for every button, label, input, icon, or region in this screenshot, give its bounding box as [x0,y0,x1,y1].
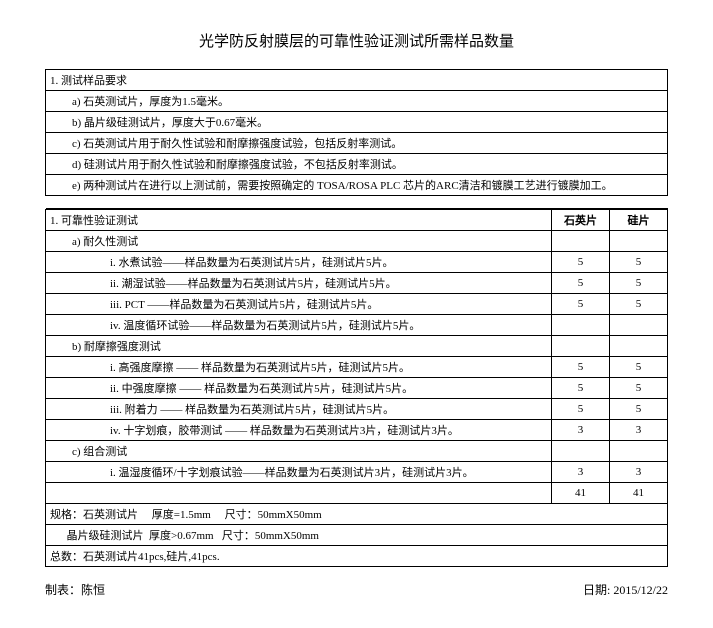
val-ai-q: 5 [552,252,610,273]
total-row [46,483,552,504]
empty [552,231,610,252]
empty [610,315,668,336]
spec-1: 规格：石英测试片 厚度=1.5mm 尺寸：50mmX50mm [46,504,668,525]
empty [552,315,610,336]
empty [610,336,668,357]
val-ci-q: 3 [552,462,610,483]
sec1-a: a) 石英测试片，厚度为1.5毫米。 [46,91,668,112]
sec2-heading: 1. 可靠性验证测试 [46,210,552,231]
sec2-b-iv: iv. 十字划痕，胶带测试 —— 样品数量为石英测试片3片，硅测试片3片。 [46,420,552,441]
val-ai-s: 5 [610,252,668,273]
sec1-b: b) 晶片级硅测试片，厚度大于0.67毫米。 [46,112,668,133]
sec2-a-iii: iii. PCT ——样品数量为石英测试片5片，硅测试片5片。 [46,294,552,315]
sec2-c: c) 组合测试 [46,441,552,462]
val-bii-q: 5 [552,378,610,399]
sec2-b-i: i. 高强度摩擦 —— 样品数量为石英测试片5片，硅测试片5片。 [46,357,552,378]
sec1-d: d) 硅测试片用于耐久性试验和耐摩擦强度试验，不包括反射率测试。 [46,154,668,175]
sec2-a-iv: iv. 温度循环试验——样品数量为石英测试片5片，硅测试片5片。 [46,315,552,336]
val-biii-q: 5 [552,399,610,420]
sec2-c-i: i. 温湿度循环/十字划痕试验——样品数量为石英测试片3片，硅测试片3片。 [46,462,552,483]
sec2-a-ii: ii. 潮湿试验——样品数量为石英测试片5片，硅测试片5片。 [46,273,552,294]
sec2-b-ii: ii. 中强度摩擦 —— 样品数量为石英测试片5片，硅测试片5片。 [46,378,552,399]
sec2-b-iii: iii. 附着力 —— 样品数量为石英测试片5片，硅测试片5片。 [46,399,552,420]
val-aii-q: 5 [552,273,610,294]
footer-date: 日期: 2015/12/22 [583,581,668,598]
tests-table: 1. 可靠性验证测试 石英片 硅片 a) 耐久性测试 i. 水煮试验——样品数量… [45,209,668,567]
spec-2: 晶片级硅测试片 厚度>0.67mm 尺寸：50mmX50mm [46,525,668,546]
val-bi-s: 5 [610,357,668,378]
footer-author: 制表：陈恒 [45,581,105,598]
sec2-a: a) 耐久性测试 [46,231,552,252]
val-aii-s: 5 [610,273,668,294]
col-quartz: 石英片 [552,210,610,231]
empty [552,441,610,462]
val-ci-s: 3 [610,462,668,483]
total-s: 41 [610,483,668,504]
sec2-b: b) 耐摩擦强度测试 [46,336,552,357]
sec1-e: e) 两种测试片在进行以上测试前，需要按照确定的 TOSA/ROSA PLC 芯… [46,175,668,196]
val-aiii-q: 5 [552,294,610,315]
val-bii-s: 5 [610,378,668,399]
requirements-table: 1. 测试样品要求 a) 石英测试片，厚度为1.5毫米。 b) 晶片级硅测试片，… [45,69,668,209]
sec1-c: c) 石英测试片用于耐久性试验和耐摩擦强度试验，包括反射率测试。 [46,133,668,154]
val-biii-s: 5 [610,399,668,420]
empty [552,336,610,357]
val-biv-q: 3 [552,420,610,441]
val-bi-q: 5 [552,357,610,378]
spec-3: 总数：石英测试片41pcs,硅片,41pcs. [46,546,668,567]
col-silicon: 硅片 [610,210,668,231]
page-title: 光学防反射膜层的可靠性验证测试所需样品数量 [45,30,668,51]
sec1-heading: 1. 测试样品要求 [46,70,668,91]
total-q: 41 [552,483,610,504]
gap [46,196,668,209]
empty [610,441,668,462]
val-biv-s: 3 [610,420,668,441]
val-aiii-s: 5 [610,294,668,315]
empty [610,231,668,252]
sec2-a-i: i. 水煮试验——样品数量为石英测试片5片，硅测试片5片。 [46,252,552,273]
